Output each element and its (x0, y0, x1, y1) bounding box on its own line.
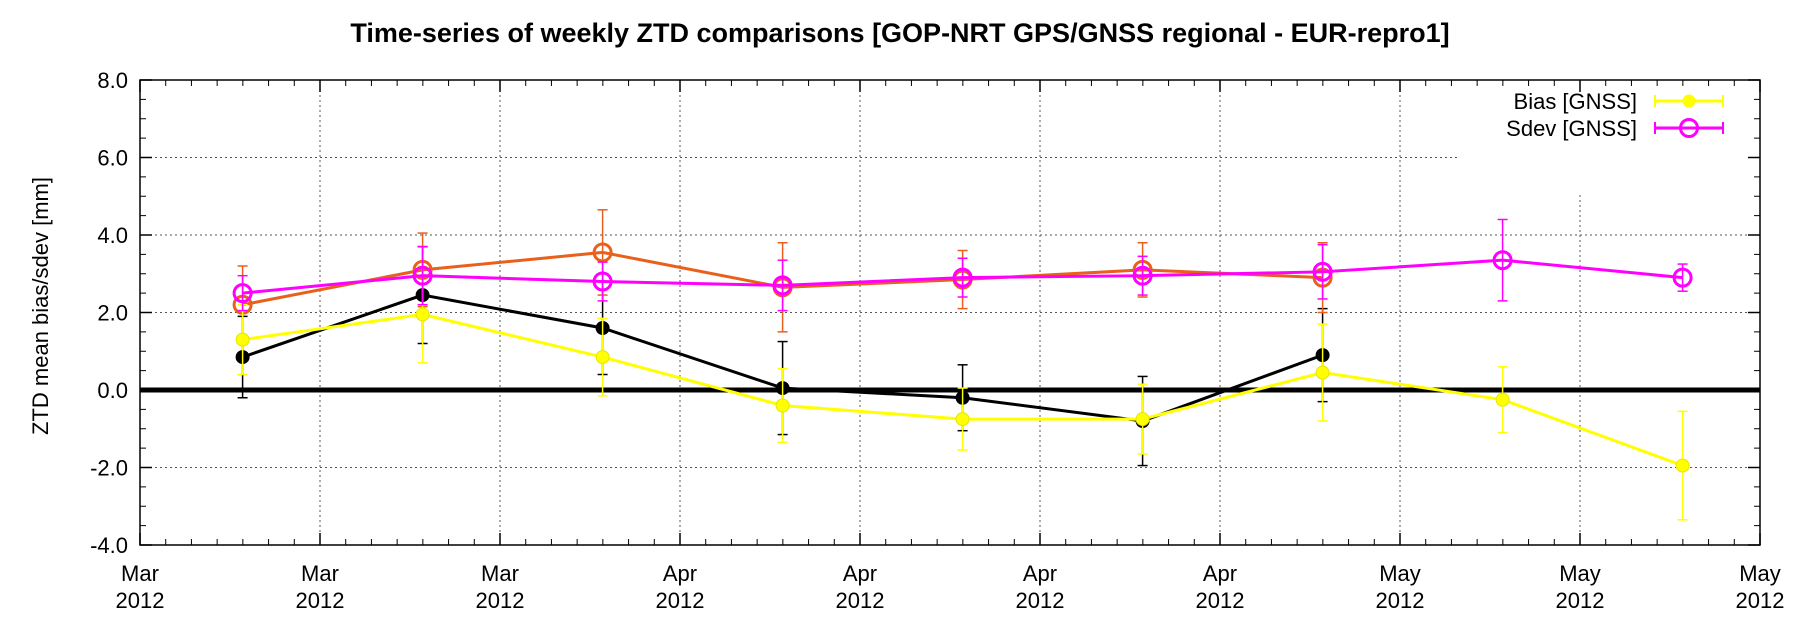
x-tick-label: Apr (663, 561, 697, 586)
data-point (412, 265, 433, 286)
data-point (1315, 365, 1330, 380)
x-tick-label: 2012 (1556, 588, 1605, 613)
chart-title: Time-series of weekly ZTD comparisons [G… (350, 18, 1450, 48)
x-tick-label: 2012 (1196, 588, 1245, 613)
y-axis-label: ZTD mean bias/sdev [mm] (28, 177, 53, 435)
x-tick-label: Apr (843, 561, 877, 586)
data-point (1675, 458, 1690, 473)
series-3 (232, 218, 1693, 312)
x-tick-label: 2012 (1736, 588, 1785, 613)
legend: Bias [GNSS]Sdev [GNSS] (1506, 89, 1724, 141)
x-tick-label: May (1379, 561, 1421, 586)
legend-marker (1682, 94, 1696, 108)
data-point (232, 283, 253, 304)
data-point (1492, 250, 1513, 271)
x-tick-label: Mar (301, 561, 339, 586)
data-point (1495, 392, 1510, 407)
data-point (1672, 267, 1693, 288)
y-tick-label: 6.0 (97, 146, 128, 171)
x-tick-label: 2012 (1016, 588, 1065, 613)
axis-layer: 8.06.04.02.00.0-2.0-4.0Mar2012Mar2012Mar… (90, 68, 1784, 613)
x-tick-label: 2012 (296, 588, 345, 613)
y-tick-label: 2.0 (97, 301, 128, 326)
x-tick-label: Apr (1023, 561, 1057, 586)
x-tick-label: 2012 (656, 588, 705, 613)
legend-label: Bias [GNSS] (1514, 89, 1637, 114)
data-point (775, 398, 790, 413)
x-tick-label: 2012 (836, 588, 885, 613)
x-tick-label: May (1559, 561, 1601, 586)
x-tick-label: Apr (1203, 561, 1237, 586)
x-tick-label: Mar (481, 561, 519, 586)
y-tick-label: 8.0 (97, 68, 128, 93)
data-point (595, 350, 610, 365)
data-point (1135, 412, 1150, 427)
data-point (235, 332, 250, 347)
legend-marker (1679, 118, 1699, 138)
data-point (1132, 265, 1153, 286)
legend-label: Sdev [GNSS] (1506, 116, 1637, 141)
grid-layer (140, 80, 1760, 545)
y-tick-label: 0.0 (97, 378, 128, 403)
data-point (415, 307, 430, 322)
x-tick-label: Mar (121, 561, 159, 586)
data-point (592, 242, 613, 263)
y-tick-label: -4.0 (90, 533, 128, 558)
x-tick-label: 2012 (476, 588, 525, 613)
data-point (1312, 261, 1333, 282)
series-layer (232, 209, 1693, 521)
x-tick-label: 2012 (1376, 588, 1425, 613)
y-tick-label: 4.0 (97, 223, 128, 248)
series-2 (235, 265, 1690, 521)
data-point (592, 271, 613, 292)
data-point (952, 267, 973, 288)
data-point (955, 412, 970, 427)
x-tick-label: May (1739, 561, 1781, 586)
data-point (772, 275, 793, 296)
y-tick-label: -2.0 (90, 456, 128, 481)
x-tick-label: 2012 (116, 588, 165, 613)
